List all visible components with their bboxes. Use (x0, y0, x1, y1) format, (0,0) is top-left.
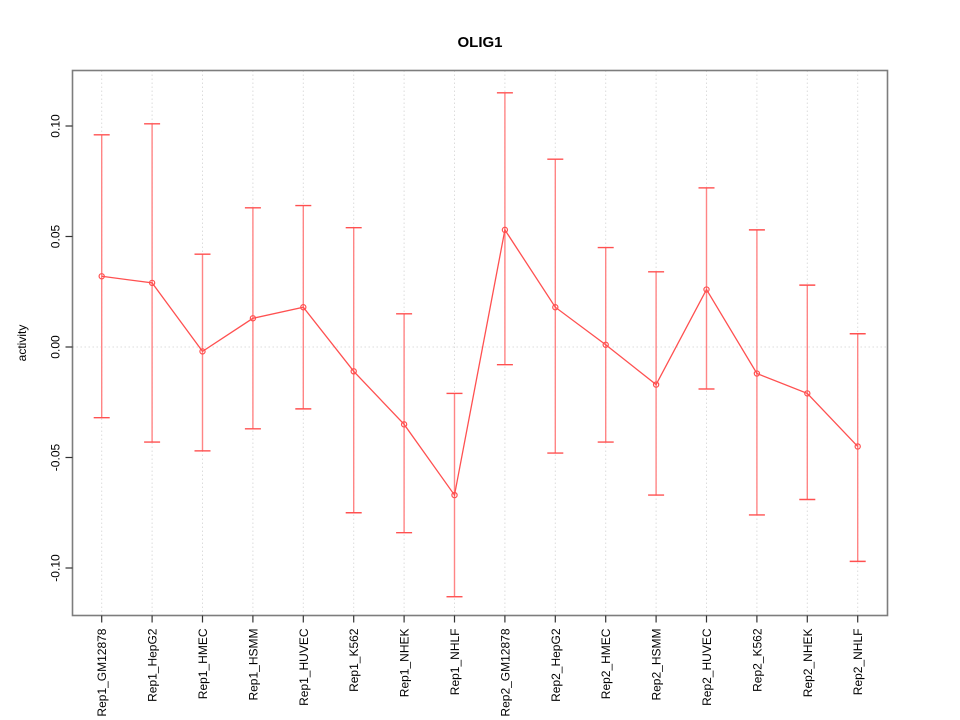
data-point (552, 304, 559, 311)
data-point (98, 273, 105, 280)
y-tick-label: -0.05 (49, 444, 63, 472)
data-point (652, 381, 660, 388)
x-tick-label: Rep1_HepG2 (146, 628, 160, 702)
x-tick-label: Rep2_HMEC (599, 628, 613, 699)
data-point (753, 370, 761, 377)
plot-box (71, 69, 889, 617)
x-tick-label: Rep1_HSMM (246, 629, 260, 701)
y-tick-label: -0.10 (49, 554, 63, 582)
data-point (602, 341, 609, 348)
y-tick-label: 0.05 (49, 224, 63, 248)
x-tick-label: Rep2_NHLF (851, 629, 865, 696)
y-tick-label: 0.00 (49, 335, 63, 359)
data-point (703, 286, 710, 293)
data-point (199, 348, 206, 355)
x-tick-label: Rep1_HMEC (196, 628, 210, 699)
x-tick-label: Rep1_GM12878 (95, 628, 109, 716)
data-point (501, 226, 509, 234)
data-point (804, 390, 811, 397)
x-tick-label: Rep2_K562 (750, 628, 764, 692)
y-axis-title: activity (15, 325, 29, 362)
x-tick-label: Rep2_GM12878 (498, 628, 512, 716)
x-tick-label: Rep1_K562 (347, 628, 361, 692)
x-tick-label: Rep2_HSMM (650, 629, 664, 701)
axis-labels-layer: Rep1_GM12878 Rep1_HepG2 Rep1_HMEC Rep1_HSMM… (49, 114, 866, 717)
data-point (148, 279, 156, 287)
error-bars-layer (93, 92, 866, 598)
x-tick-label: Rep1_NHLF (448, 629, 462, 696)
x-tick-label: Rep2_HUVEC (700, 628, 714, 706)
x-tick-label: Rep2_HepG2 (549, 628, 563, 702)
x-tick-label: Rep1_NHEK (398, 629, 412, 698)
y-tick-label: 0.10 (49, 114, 63, 138)
series-line (101, 228, 859, 497)
chart-title: OLIG1 (457, 34, 502, 51)
axes-layer (65, 69, 889, 623)
data-point (854, 443, 861, 450)
series-layer (98, 226, 861, 499)
x-tick-label: Rep1_HUVEC (297, 628, 311, 706)
data-point (350, 368, 357, 375)
data-point (400, 421, 408, 428)
data-point (249, 315, 257, 322)
data-point (451, 491, 458, 499)
x-tick-label: Rep2_NHEK (801, 629, 815, 698)
data-point (300, 304, 307, 311)
